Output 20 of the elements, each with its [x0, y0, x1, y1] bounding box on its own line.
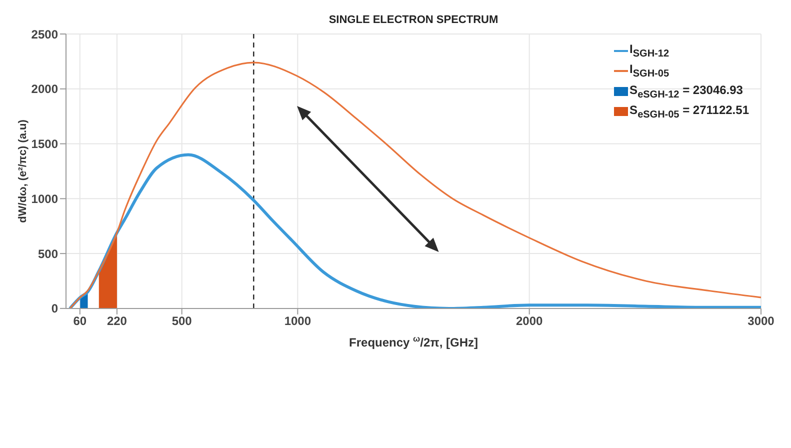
legend-label: S$_{e}$$_{SGH-05}$ = 271122.51 — [630, 103, 749, 121]
line-series — [69, 62, 761, 308]
legend-label: I$_{SGH-12}$ — [630, 42, 670, 60]
x-tick-label: 500 — [172, 314, 192, 328]
y-tick-label: 1500 — [31, 137, 58, 152]
x-tick-label: 60 — [73, 314, 87, 328]
x-tick-label: 220 — [106, 314, 128, 328]
x-tick-label: 1000 — [284, 314, 312, 328]
y-tick-label: 1000 — [31, 192, 58, 206]
y-tick-label: 2000 — [31, 82, 58, 96]
x-axis-title: Frequency $^{ω}$/2π, [GHz] — [349, 333, 478, 350]
legend-label: I$_{SGH-05}$ — [630, 62, 670, 80]
x-tick-label: 2000 — [516, 314, 544, 328]
y-tick-label: 0 — [51, 302, 58, 316]
y-axis-title: dW/dω, (e²/πc) (a.u) — [17, 119, 29, 223]
y-tick-label: 500 — [38, 246, 58, 261]
x-tick-label: 3000 — [748, 314, 775, 328]
chart-title: SINGLE ELECTRON SPECTRUM — [328, 14, 500, 26]
y-tick-label: 2500 — [31, 27, 58, 42]
legend-label: S$_{e}$$_{SGH-12}$ = 23046.93 — [630, 82, 743, 100]
